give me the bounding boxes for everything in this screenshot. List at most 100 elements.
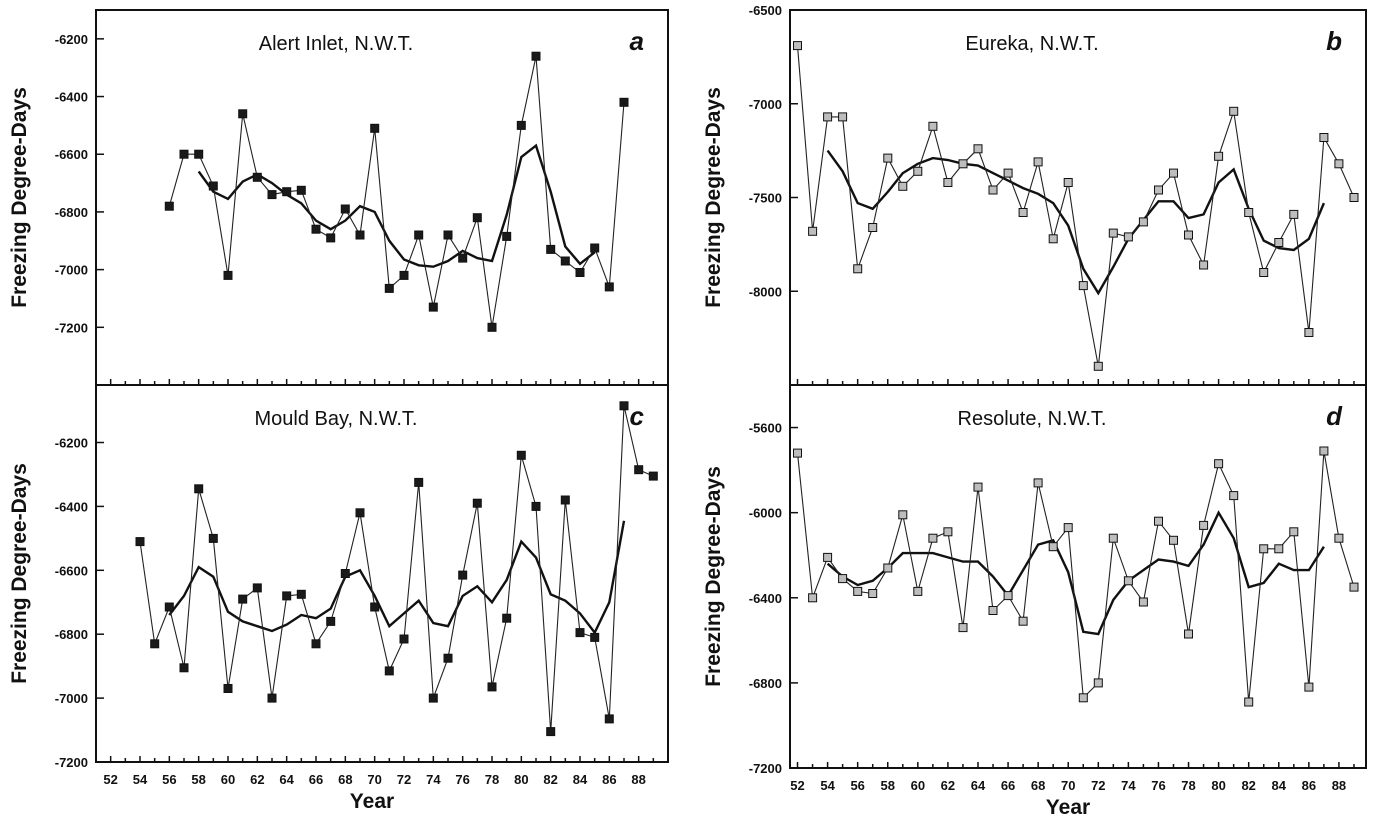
data-point-marker	[487, 322, 497, 332]
y-axis-title: Freezing Degree-Days	[702, 466, 725, 687]
panel-letter: b	[1326, 26, 1342, 56]
data-point-marker	[1048, 542, 1058, 552]
data-point-marker	[590, 243, 600, 253]
data-point-marker	[1274, 238, 1284, 247]
y-axis-title: Freezing Degree-Days	[702, 87, 725, 308]
data-point-marker	[808, 593, 818, 603]
plot-frame	[789, 9, 1367, 386]
x-tick-label: 76	[1151, 778, 1165, 793]
x-tick-label: 64	[971, 778, 986, 793]
data-point-marker	[853, 586, 863, 596]
data-point-marker	[472, 498, 482, 508]
data-point-marker	[1199, 260, 1209, 270]
data-point-marker	[1169, 535, 1178, 545]
x-tick-label: 52	[790, 778, 804, 793]
data-point-marker	[1259, 544, 1269, 554]
data-point-marker	[179, 663, 189, 673]
panel-letter: a	[630, 26, 644, 56]
observed-line	[796, 450, 1355, 703]
data-point-marker	[1259, 268, 1269, 277]
y-tick-label: -7000	[55, 263, 88, 278]
x-tick-label: 84	[573, 772, 588, 787]
data-point-marker	[516, 120, 526, 130]
data-point-marker	[1154, 185, 1163, 195]
data-point-marker	[1154, 516, 1163, 526]
x-tick-label: 78	[485, 772, 499, 787]
data-point-marker	[340, 569, 350, 578]
y-tick-label: -6800	[55, 627, 88, 642]
data-point-marker	[823, 112, 833, 122]
data-point-marker	[1274, 544, 1284, 554]
data-point-marker	[487, 682, 497, 692]
data-point-marker	[326, 616, 336, 626]
y-tick-label: -5600	[749, 421, 782, 436]
x-tick-label: 74	[1121, 778, 1136, 793]
y-tick-label: -6200	[55, 32, 88, 47]
data-point-marker	[223, 270, 233, 280]
data-point-marker	[252, 172, 262, 182]
data-point-marker	[1244, 208, 1254, 217]
data-point-marker	[1108, 533, 1118, 543]
data-point-marker	[340, 204, 350, 214]
y-tick-label: -6800	[55, 205, 88, 220]
y-tick-label: -6800	[749, 676, 782, 691]
x-tick-label: 86	[602, 772, 616, 787]
y-axis-title: Freezing Degree-Days	[8, 463, 31, 684]
x-tick-label: 80	[514, 772, 528, 787]
data-point-marker	[179, 149, 189, 159]
data-point-marker	[1334, 159, 1344, 169]
data-point-marker	[1349, 193, 1359, 202]
plot-frame	[789, 384, 1367, 769]
data-point-marker	[838, 574, 848, 584]
data-point-marker	[1003, 591, 1013, 601]
panel-title: Eureka, N.W.T.	[965, 33, 1098, 55]
x-tick-label: 88	[631, 772, 645, 787]
data-point-marker	[1334, 533, 1344, 543]
smoothed-line	[826, 149, 1326, 296]
data-point-marker	[311, 639, 321, 649]
data-point-marker	[531, 501, 541, 511]
plot-frame	[95, 384, 669, 763]
data-point-marker	[1078, 281, 1088, 291]
data-point-marker	[164, 602, 174, 612]
x-tick-label: 78	[1181, 778, 1195, 793]
x-tick-label: 56	[162, 772, 176, 787]
x-tick-label: 58	[881, 778, 895, 793]
data-point-marker	[355, 230, 365, 240]
data-point-marker	[988, 606, 998, 615]
data-point-marker	[898, 510, 908, 520]
data-point-marker	[1123, 576, 1133, 586]
data-point-marker	[326, 233, 336, 243]
x-tick-label: 70	[1061, 778, 1075, 793]
x-tick-label: 60	[221, 772, 235, 787]
x-tick-label: 82	[543, 772, 557, 787]
data-point-marker	[808, 226, 818, 236]
data-point-marker	[1123, 232, 1133, 242]
x-tick-label: 70	[367, 772, 381, 787]
observed-line	[168, 56, 625, 328]
plot-frame	[95, 9, 669, 386]
data-point-marker	[531, 51, 541, 61]
data-point-marker	[913, 586, 923, 596]
data-point-marker	[443, 653, 453, 663]
y-tick-label: -8000	[749, 284, 782, 299]
x-tick-label: 86	[1302, 778, 1316, 793]
data-point-marker	[1063, 178, 1073, 187]
x-tick-label: 60	[911, 778, 925, 793]
x-tick-label: 62	[250, 772, 264, 787]
x-tick-label: 72	[397, 772, 411, 787]
observed-line	[796, 45, 1355, 367]
data-point-marker	[458, 570, 468, 580]
data-point-marker	[135, 537, 145, 547]
y-tick-label: -6000	[749, 506, 782, 521]
data-point-marker	[575, 268, 585, 277]
data-point-marker	[208, 181, 218, 191]
data-point-marker	[296, 589, 306, 599]
data-point-marker	[399, 634, 409, 644]
data-point-marker	[868, 589, 878, 598]
data-point-marker	[516, 450, 526, 460]
data-point-marker	[943, 178, 953, 187]
data-point-marker	[399, 270, 409, 280]
smoothed-line	[197, 143, 596, 268]
data-point-marker	[238, 109, 248, 119]
